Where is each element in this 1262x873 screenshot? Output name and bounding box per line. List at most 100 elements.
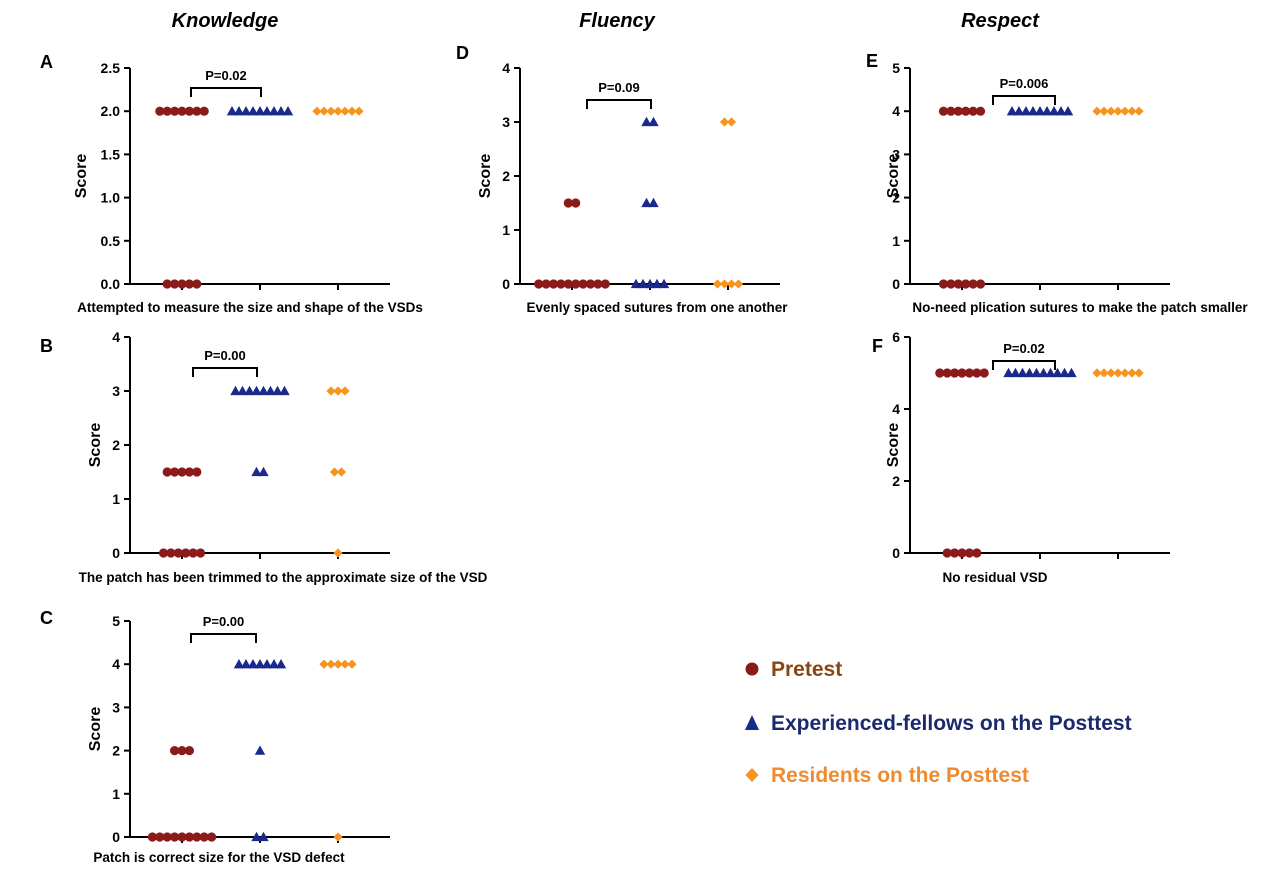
data-point-residents: [340, 386, 350, 396]
data-point-pretest: [170, 106, 180, 116]
data-point-residents: [1127, 106, 1137, 116]
data-point-residents: [326, 659, 336, 669]
panel-caption: Attempted to measure the size and shape …: [77, 300, 423, 315]
legend-item: Experienced-fellows on the Posttest: [745, 712, 1132, 735]
data-point-pretest: [935, 368, 945, 378]
data-point-fellows: [258, 831, 269, 842]
data-point-pretest: [162, 467, 172, 477]
data-point-fellows: [268, 659, 280, 669]
legend-marker-circle: [745, 662, 759, 676]
y-tick-label: 5: [892, 60, 900, 76]
y-axis-label: Score: [73, 154, 90, 199]
data-point-pretest: [207, 832, 217, 842]
data-point-fellows: [261, 659, 273, 669]
data-point-pretest: [961, 279, 971, 289]
data-point-fellows: [233, 106, 245, 116]
data-point-fellows: [1017, 367, 1028, 378]
data-point-pretest: [942, 368, 952, 378]
data-point-fellows: [251, 831, 262, 842]
data-point-pretest: [177, 467, 187, 477]
data-point-fellows: [1059, 367, 1070, 378]
data-point-pretest: [938, 106, 949, 116]
data-point-residents: [1134, 106, 1144, 116]
data-point-residents: [1134, 368, 1144, 378]
y-tick-label: 0: [502, 276, 510, 292]
y-axis-label: Score: [87, 423, 104, 468]
data-point-pretest: [972, 548, 982, 558]
y-tick-label: 1: [112, 786, 120, 802]
panel-e: E 0 1 2 3 4 5 Score No-need plication sutures to…: [866, 51, 1248, 315]
data-point-pretest: [600, 279, 610, 289]
panel-letter: E: [866, 51, 878, 71]
data-point-fellows: [254, 659, 266, 669]
data-point-fellows: [1066, 367, 1077, 378]
data-point-pretest: [548, 279, 559, 289]
data-point-pretest: [953, 279, 963, 289]
legend: Pretest Experienced-fellows on the Postte…: [745, 658, 1132, 787]
data-point-pretest: [162, 106, 172, 116]
y-tick-label: 0.0: [101, 276, 121, 292]
data-point-pretest: [953, 106, 963, 116]
data-point-fellows: [258, 466, 269, 477]
data-point-fellows: [1038, 367, 1049, 378]
data-point-fellows: [275, 659, 287, 669]
y-axis-label: Score: [477, 154, 494, 199]
data-point-residents: [1120, 368, 1130, 378]
panel-letter: F: [872, 336, 883, 356]
header-fluency: Fluency: [579, 10, 655, 32]
data-point-pretest: [147, 832, 157, 842]
data-point-residents: [354, 106, 364, 116]
header-respect: Respect: [961, 10, 1040, 32]
data-point-residents: [333, 548, 343, 558]
legend-marker-triangle: [745, 715, 759, 730]
data-point-fellows: [641, 116, 652, 127]
data-point-pretest: [571, 279, 581, 289]
p-value-label: P=0.02: [1003, 341, 1045, 356]
data-point-residents: [347, 659, 357, 669]
data-point-fellows: [658, 278, 670, 289]
y-tick-label: 0: [112, 829, 120, 845]
data-point-residents: [733, 279, 744, 289]
data-point-pretest: [170, 832, 180, 842]
panel-caption: Patch is correct size for the VSD defect: [93, 850, 345, 865]
data-point-residents: [333, 386, 343, 396]
data-point-pretest: [946, 279, 956, 289]
data-point-pretest: [184, 746, 194, 756]
data-point-pretest: [556, 279, 566, 289]
significance-bracket: [992, 95, 1056, 105]
panel-letter: D: [456, 43, 469, 63]
y-tick-label: 2: [112, 743, 120, 759]
data-point-pretest: [170, 467, 180, 477]
p-value-label: P=0.00: [203, 614, 245, 629]
data-point-fellows: [247, 659, 259, 669]
y-tick-label: 1.0: [101, 190, 121, 206]
y-tick-label: 0: [112, 545, 120, 561]
data-point-residents: [1099, 106, 1109, 116]
y-tick-label: 2: [892, 190, 900, 206]
data-point-residents: [326, 106, 336, 116]
y-tick-label: 6: [892, 329, 900, 345]
data-point-residents: [1113, 106, 1123, 116]
data-point-pretest: [184, 467, 194, 477]
legend-marker-diamond: [745, 768, 759, 782]
data-point-pretest: [199, 106, 209, 116]
y-tick-label: 1: [502, 222, 510, 238]
y-tick-label: 3: [112, 383, 120, 399]
panel-f: F 0 2 4 6 Score No residual VSD P=0.02: [872, 329, 1170, 585]
data-point-fellows: [1006, 106, 1018, 116]
data-point-fellows: [1031, 367, 1042, 378]
legend-label: Experienced-fellows on the Posttest: [771, 712, 1132, 735]
data-point-fellows: [244, 385, 255, 396]
data-point-pretest: [192, 279, 202, 289]
data-point-pretest: [578, 279, 588, 289]
data-point-pretest: [166, 548, 176, 558]
data-point-pretest: [938, 279, 949, 289]
panel-c: C 0 1 2 3 4 5 Score Patch is correct size for th…: [40, 608, 390, 865]
data-point-pretest: [177, 746, 187, 756]
data-point-fellows: [261, 106, 273, 116]
data-point-pretest: [181, 548, 191, 558]
data-point-pretest: [192, 467, 202, 477]
data-point-pretest: [177, 106, 187, 116]
data-point-fellows: [230, 385, 241, 396]
panel-letter: C: [40, 608, 53, 628]
